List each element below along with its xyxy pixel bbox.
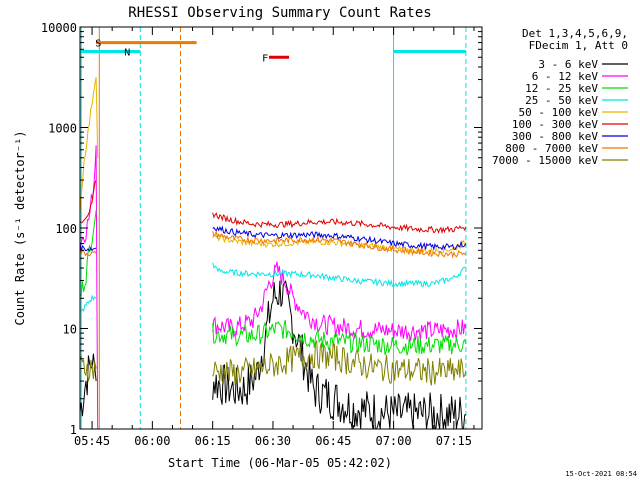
- series-line-50-100-kev-seg0: [80, 77, 99, 213]
- legend: Det 1,3,4,5,6,9,FDecim 1, Att 0 3 - 6 keV…: [492, 27, 628, 167]
- legend-title-line-1: FDecim 1, Att 0: [529, 39, 628, 52]
- legend-title-line-0: Det 1,3,4,5,6,9,: [522, 27, 628, 40]
- flag-label-n: N: [124, 48, 130, 59]
- legend-label-2: 12 - 25 keV: [525, 82, 598, 95]
- x-tick-label-6: 07:15: [436, 434, 472, 448]
- series-line-800-7000-kev-seg1: [212, 230, 467, 259]
- y-tick-label-0: 1: [70, 423, 77, 437]
- legend-label-0: 3 - 6 keV: [538, 58, 598, 71]
- series-line-6-12-kev-seg1: [212, 261, 467, 341]
- y-tick-label-4: 10000: [41, 21, 77, 35]
- x-tick-label-0: 05:45: [74, 434, 110, 448]
- flag-label-f: F: [262, 53, 268, 64]
- x-tick-label-1: 06:00: [134, 434, 170, 448]
- x-tick-label-3: 06:30: [255, 434, 291, 448]
- footer-timestamp: 15-Oct-2021 08:54: [565, 470, 637, 478]
- legend-label-3: 25 - 50 keV: [525, 94, 598, 107]
- x-tick-label-5: 07:00: [375, 434, 411, 448]
- y-tick-label-1: 10: [63, 323, 77, 337]
- series-line-12-25-kev-seg0: [80, 210, 97, 297]
- legend-label-5: 100 - 300 keV: [512, 118, 598, 131]
- legend-label-7: 800 - 7000 keV: [505, 142, 598, 155]
- flag-label-s: S: [95, 39, 101, 50]
- chart-title: RHESSI Observing Summary Count Rates: [128, 5, 431, 21]
- series-line-7000-15000-kev-seg1: [212, 339, 467, 386]
- series-line-300-800-kev-seg0: [80, 243, 97, 253]
- series-line-3-6-kev-seg0: [80, 353, 97, 417]
- y-axis-label: Count Rate (s⁻¹ detector⁻¹): [13, 130, 27, 325]
- legend-label-1: 6 - 12 keV: [532, 70, 599, 83]
- series-line-6-12-kev-seg0: [80, 145, 99, 429]
- x-axis-label: Start Time (06-Mar-05 05:42:02): [168, 456, 392, 470]
- legend-label-6: 300 - 800 keV: [512, 130, 598, 143]
- series-line-7000-15000-kev-seg0: [80, 354, 97, 382]
- legend-label-8: 7000 - 15000 keV: [492, 154, 598, 167]
- series-line-25-50-kev-seg1: [212, 262, 467, 289]
- x-tick-label-2: 06:15: [195, 434, 231, 448]
- x-tick-label-4: 06:45: [315, 434, 351, 448]
- legend-label-4: 50 - 100 keV: [519, 106, 599, 119]
- series-line-25-50-kev-seg0: [80, 294, 97, 313]
- y-tick-label-2: 100: [55, 222, 77, 236]
- series-line-300-800-kev-seg1: [212, 225, 467, 252]
- series-line-3-6-kev-seg1: [212, 280, 467, 429]
- y-tick-label-3: 1000: [48, 122, 77, 136]
- series-line-12-25-kev-seg1: [212, 320, 467, 356]
- series-line-100-300-kev-seg1: [212, 212, 467, 235]
- series-line-100-300-kev-seg0: [80, 179, 97, 224]
